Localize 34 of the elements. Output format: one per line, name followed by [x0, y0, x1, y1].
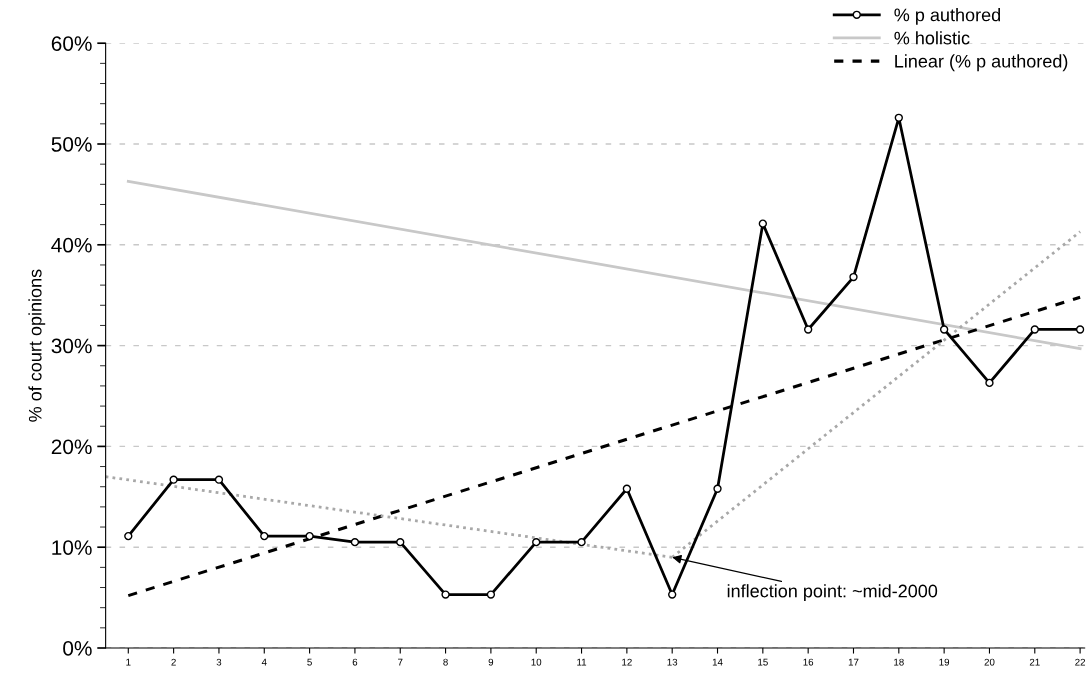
x-tick-label: 18 [894, 658, 904, 666]
x-tick-label: 9 [488, 658, 494, 666]
x-tick-label: 7 [398, 658, 403, 666]
legend-label: Linear (% p authored) [895, 54, 1068, 72]
y-tick-label: 50% [51, 137, 92, 152]
y-tick-label: 30% [51, 338, 92, 354]
x-tick-label: 1 [126, 658, 131, 666]
x-tick-label: 3 [216, 658, 222, 666]
legend-label: % holistic [894, 31, 970, 45]
y-tick-label: 10% [52, 540, 92, 555]
x-tick-label: 20 [984, 658, 995, 666]
annotation: inflection point: ~mid-2000 [727, 584, 938, 601]
x-tick-label: 10 [531, 658, 542, 666]
x-tick-label: 16 [803, 658, 814, 666]
x-tick-label: 14 [712, 658, 723, 666]
x-tick-label: 22 [1075, 658, 1086, 666]
y-axis-title: % of court opinions [28, 269, 46, 422]
x-tick-label: 6 [352, 658, 358, 666]
x-tick-label: 15 [758, 658, 768, 666]
x-tick-label: 2 [171, 658, 176, 666]
x-tick-label: 12 [622, 658, 632, 666]
x-tick-label: 8 [443, 658, 448, 666]
x-tick-label: 17 [848, 658, 859, 666]
x-tick-label: 4 [261, 658, 267, 666]
x-tick-label: 19 [939, 658, 950, 666]
x-tick-label: 21 [1029, 658, 1040, 666]
x-tick-label: 5 [307, 658, 312, 666]
x-tick-label: 13 [667, 658, 678, 666]
y-tick-label: 20% [51, 439, 92, 455]
y-tick-label: 40% [51, 237, 92, 253]
y-tick-label: 0% [63, 641, 92, 656]
y-tick-label: 60% [51, 36, 92, 51]
legend-label: % p authored [894, 8, 1001, 25]
x-tick-label: 11 [577, 658, 587, 666]
